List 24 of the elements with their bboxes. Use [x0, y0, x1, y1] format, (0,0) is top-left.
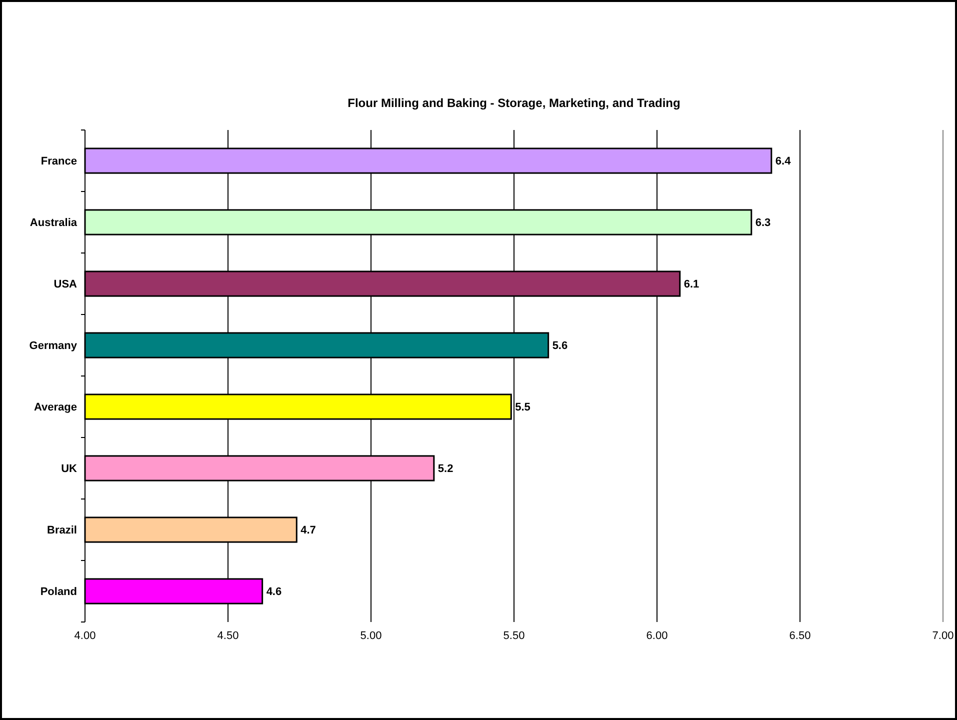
y-tick-label: UK — [61, 463, 78, 476]
data-label: 6.1 — [684, 278, 700, 291]
x-tick-label: 6.00 — [646, 630, 668, 642]
data-label: 4.7 — [300, 524, 316, 537]
data-label: 5.6 — [552, 340, 568, 352]
y-tick-label: Germany — [29, 340, 78, 352]
data-label: 5.2 — [438, 463, 454, 476]
y-tick-label: Brazil — [47, 524, 77, 537]
x-tick-label: 5.00 — [360, 630, 382, 642]
data-label: 6.3 — [755, 217, 771, 230]
x-tick-label: 6.50 — [789, 630, 811, 642]
chart-title: Flour Milling and Baking - Storage, Marketing, and Trading — [348, 96, 680, 110]
x-tick-label: 5.50 — [503, 630, 525, 642]
data-label: 6.4 — [775, 156, 792, 168]
y-tick-label: France — [40, 156, 77, 168]
data-label: 4.6 — [266, 586, 282, 598]
y-tick-label: Poland — [40, 586, 77, 598]
x-tick-label: 4.00 — [74, 630, 96, 642]
x-tick-label: 4.50 — [217, 630, 239, 642]
y-tick-label: USA — [54, 278, 78, 291]
y-tick-label: Australia — [30, 217, 78, 230]
y-tick-label: Average — [34, 402, 77, 414]
x-tick-label: 7.00 — [932, 630, 954, 642]
data-label: 5.5 — [515, 402, 530, 414]
